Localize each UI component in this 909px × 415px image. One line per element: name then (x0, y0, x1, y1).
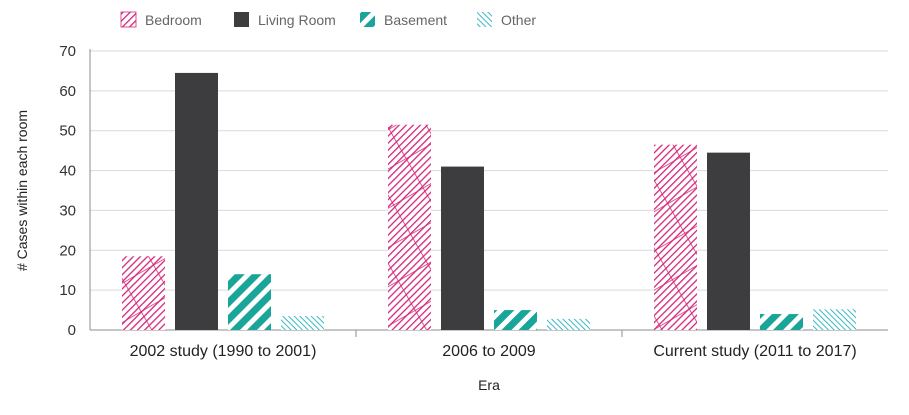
bar-living-room (175, 72, 218, 331)
bar-basement-fill (494, 310, 537, 330)
y-tick-label: 30 (59, 202, 76, 219)
legend-item-basement: Basement (360, 12, 447, 28)
bar-bedroom (388, 124, 431, 330)
x-tick-label: 2002 study (1990 to 2001) (130, 343, 317, 360)
legend-swatch-border (120, 11, 137, 28)
labels: 0 10 20 30 40 50 60 70 2002 study (1990 to 2001)… (14, 43, 857, 393)
y-tick-label: 40 (59, 163, 76, 180)
legend-label: Other (501, 12, 536, 28)
x-tick-label: Current study (2011 to 2017) (653, 343, 856, 360)
bar-other (547, 318, 590, 330)
bar-other-fill (547, 318, 590, 330)
bar-other-fill (813, 309, 856, 330)
bar-basement-fill (228, 274, 271, 330)
y-axis-title: # Cases within each room (14, 110, 30, 271)
legend-item-bedroom: Bedroom (120, 11, 202, 28)
legend-label: Bedroom (145, 12, 202, 28)
bar-living-room (707, 152, 750, 330)
y-tick-label: 60 (59, 83, 76, 100)
bar-living-room-fill (441, 166, 484, 330)
legend-swatch (234, 12, 249, 27)
bar-bedroom (654, 144, 697, 330)
bar-basement (760, 314, 803, 330)
bar-basement (494, 310, 537, 330)
bar-living-room-fill (175, 72, 218, 331)
y-tick-label: 20 (59, 242, 76, 259)
x-axis-title: Era (478, 377, 500, 393)
y-tick-label: 70 (59, 43, 76, 60)
bar-other-fill (281, 316, 324, 330)
y-tick-label: 0 (68, 322, 76, 339)
bar-living-room-fill (707, 152, 750, 330)
bars (122, 72, 856, 331)
bar-basement (228, 274, 271, 330)
bar-basement-fill (760, 314, 803, 330)
legend-item-other: Other (477, 12, 536, 28)
legend-swatch (121, 12, 136, 27)
legend-label: Living Room (258, 12, 336, 28)
legend-swatch (477, 12, 492, 27)
legend-item-living-room: Living Room (234, 12, 336, 28)
y-tick-label: 10 (59, 282, 76, 299)
legend: Bedroom Living Room Basement Other (120, 11, 536, 28)
bar-bedroom (122, 256, 165, 330)
y-tick-label: 50 (59, 123, 76, 140)
bar-living-room (441, 166, 484, 330)
gridlines (90, 50, 888, 291)
legend-swatch (360, 12, 375, 27)
bar-other (281, 316, 324, 330)
bar-bedroom-grid-overlay (654, 144, 697, 330)
bar-bedroom-grid-overlay (122, 256, 165, 330)
x-tick-label: 2006 to 2009 (442, 343, 536, 360)
axes (89, 49, 888, 337)
bar-other (813, 309, 856, 330)
bar-bedroom-grid-overlay (388, 124, 431, 330)
legend-label: Basement (384, 12, 447, 28)
